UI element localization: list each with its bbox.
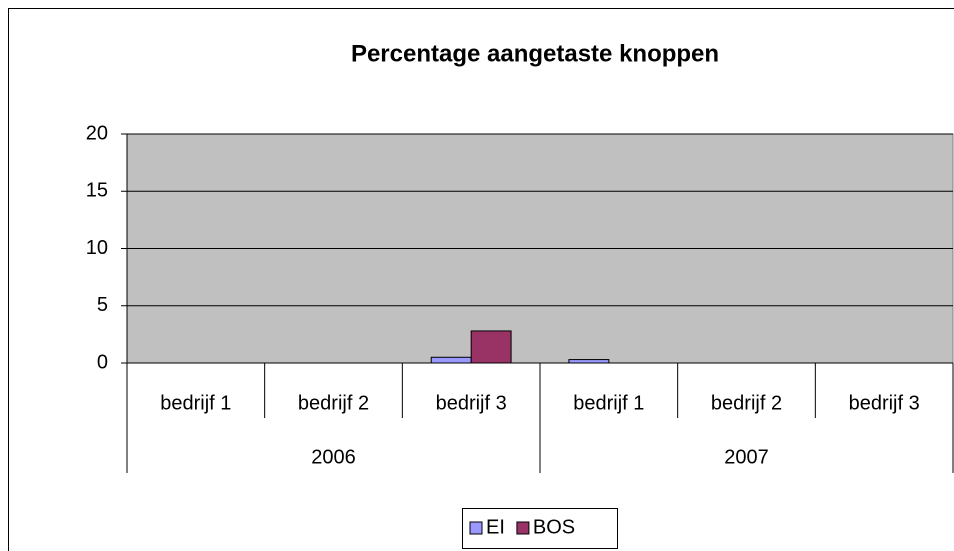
x-tick-label: bedrijf 1 bbox=[573, 392, 644, 414]
bar bbox=[568, 359, 610, 364]
x-tick-label: bedrijf 2 bbox=[711, 392, 782, 414]
x-tick-label: bedrijf 3 bbox=[436, 392, 507, 414]
group-label: 2007 bbox=[724, 446, 769, 468]
y-tick-label: 10 bbox=[86, 237, 108, 259]
x-tick-label: bedrijf 3 bbox=[849, 392, 920, 414]
legend-swatch bbox=[469, 521, 483, 535]
group-label: 2006 bbox=[311, 446, 356, 468]
x-tick-label: bedrijf 1 bbox=[160, 392, 231, 414]
y-tick-label: 5 bbox=[97, 294, 108, 316]
y-tick-label: 0 bbox=[97, 351, 108, 373]
bar bbox=[470, 330, 512, 364]
legend-label: BOS bbox=[533, 516, 575, 538]
legend-label: EI bbox=[486, 516, 505, 538]
y-tick-label: 15 bbox=[86, 180, 108, 202]
legend-box bbox=[462, 508, 618, 549]
y-tick-label: 20 bbox=[86, 122, 108, 144]
chart-title: Percentage aangetaste knoppen bbox=[351, 40, 719, 67]
x-tick-label: bedrijf 2 bbox=[298, 392, 369, 414]
bar bbox=[430, 356, 472, 364]
legend-swatch bbox=[516, 521, 530, 535]
